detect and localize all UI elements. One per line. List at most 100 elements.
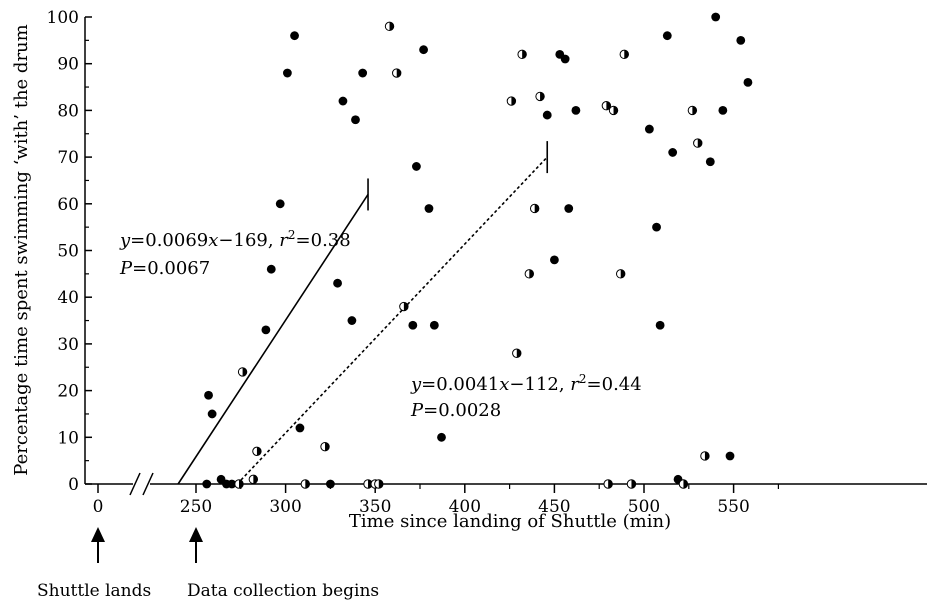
data-point-open [300, 479, 311, 489]
data-point-filled [419, 45, 428, 55]
data-point-open-half [516, 349, 521, 358]
data-point-filled [711, 12, 721, 22]
data-point-open [535, 91, 545, 102]
data-point-open [687, 105, 698, 116]
data-point-open-half [389, 22, 394, 31]
data-point-open-half [613, 106, 618, 115]
data-point-open-half [253, 475, 258, 484]
y-tick-label: 50 [57, 242, 79, 262]
data-point-filled [644, 124, 654, 134]
regression-annotation-dotted: y=0.0041x−112, r2=0.44 P=0.0028 [410, 372, 642, 421]
data-point-filled [326, 479, 335, 489]
data-point-filled [743, 77, 753, 87]
data-point-open [399, 301, 409, 312]
data-point-open [693, 138, 703, 148]
x-tick-label: 350 [359, 497, 391, 517]
data-point-open-half [608, 479, 613, 489]
data-point-filled [652, 222, 661, 232]
regression-annotation-solid: y=0.0069x−169, r2=0.38 P=0.0067 [119, 228, 351, 279]
data-point-filled [412, 162, 421, 171]
data-point-open-half [631, 479, 636, 489]
data-point-filled [290, 31, 299, 41]
data-point-open [234, 479, 244, 489]
data-point-open [524, 269, 535, 279]
data-point-open-half [529, 269, 534, 279]
data-point-open [248, 474, 259, 485]
x-tick-label: 450 [538, 497, 570, 517]
data-point-open [320, 441, 330, 452]
event-data-collection: Data collection begins [187, 527, 379, 601]
data-point-filled [261, 325, 271, 335]
data-point-filled [408, 320, 418, 330]
data-point-filled [202, 479, 212, 489]
data-point-filled [282, 68, 292, 78]
data-point-filled [275, 199, 285, 209]
regression-p-value-dotted: P=0.0028 [410, 400, 501, 421]
data-point-filled [338, 96, 348, 106]
regression-line-dotted [236, 156, 548, 485]
y-axis-title: Percentage time spent swimming ‘with’ th… [11, 24, 32, 475]
y-tick-label: 20 [57, 382, 79, 402]
data-point-open [512, 348, 522, 358]
data-point-filled [655, 320, 665, 330]
data-point-filled [333, 278, 342, 288]
data-point-filled [571, 106, 581, 115]
data-point-open-half [606, 101, 611, 110]
data-point-open [626, 479, 637, 489]
data-point-filled [662, 31, 672, 41]
x-tick-label: 0 [93, 497, 104, 517]
plot-frame [84, 17, 927, 496]
data-point-open-half [683, 479, 688, 489]
regression-line-solid [177, 194, 369, 485]
data-point-open [603, 479, 613, 489]
data-point-filled [560, 54, 570, 64]
data-point-open-half [511, 96, 516, 106]
data-point-filled [564, 204, 574, 213]
data-point-open-half [403, 302, 409, 311]
data-point-open [608, 105, 619, 116]
data-point-open-half [704, 451, 710, 461]
data-point-filled [358, 68, 368, 78]
data-point-open-half [624, 50, 629, 59]
data-point-open [616, 269, 626, 279]
data-point-open [374, 479, 384, 489]
y-tick-label: 30 [57, 335, 79, 355]
data-point-open-half [540, 92, 545, 101]
data-point-open [392, 68, 402, 78]
x-axis-title: Time since landing of Shuttle (min) [349, 511, 671, 532]
x-tick-label: 400 [449, 497, 481, 517]
y-tick-label: 40 [57, 288, 79, 308]
data-point-filled [227, 479, 237, 489]
y-tick-label: 10 [57, 428, 79, 448]
x-tick-label: 300 [269, 497, 301, 517]
event-shuttle-lands: Shuttle lands [37, 527, 151, 601]
y-tick-label: 60 [57, 195, 79, 215]
y-tick-label: 70 [57, 148, 79, 168]
data-point-filled [437, 432, 446, 442]
x-tick-label: 500 [628, 497, 660, 517]
data-point-filled [204, 390, 213, 400]
data-point-filled [718, 106, 728, 115]
data-point-open [700, 451, 710, 461]
y-tick-label: 100 [47, 8, 79, 28]
data-point-open [384, 21, 395, 32]
data-point-open-half [522, 50, 527, 59]
data-point-open-half [305, 479, 310, 489]
data-point-filled [429, 320, 439, 330]
y-axis-ticks: 0 10 20 30 40 50 60 70 80 90 100 [47, 8, 92, 495]
data-point-open-half [697, 138, 702, 148]
data-point-open [237, 367, 248, 377]
regression-lines [177, 141, 549, 485]
data-point-filled [705, 157, 715, 167]
regression-p-value-solid: P=0.0067 [119, 258, 210, 279]
data-point-open [619, 49, 629, 60]
data-point-filled [725, 451, 735, 461]
x-tick-label: 550 [717, 497, 749, 517]
data-point-filled [347, 316, 357, 325]
data-point-open [517, 49, 527, 60]
data-point-open-half [239, 479, 244, 489]
y-tick-label: 90 [57, 55, 79, 75]
data-points [202, 12, 753, 489]
data-point-open-half [620, 269, 625, 279]
